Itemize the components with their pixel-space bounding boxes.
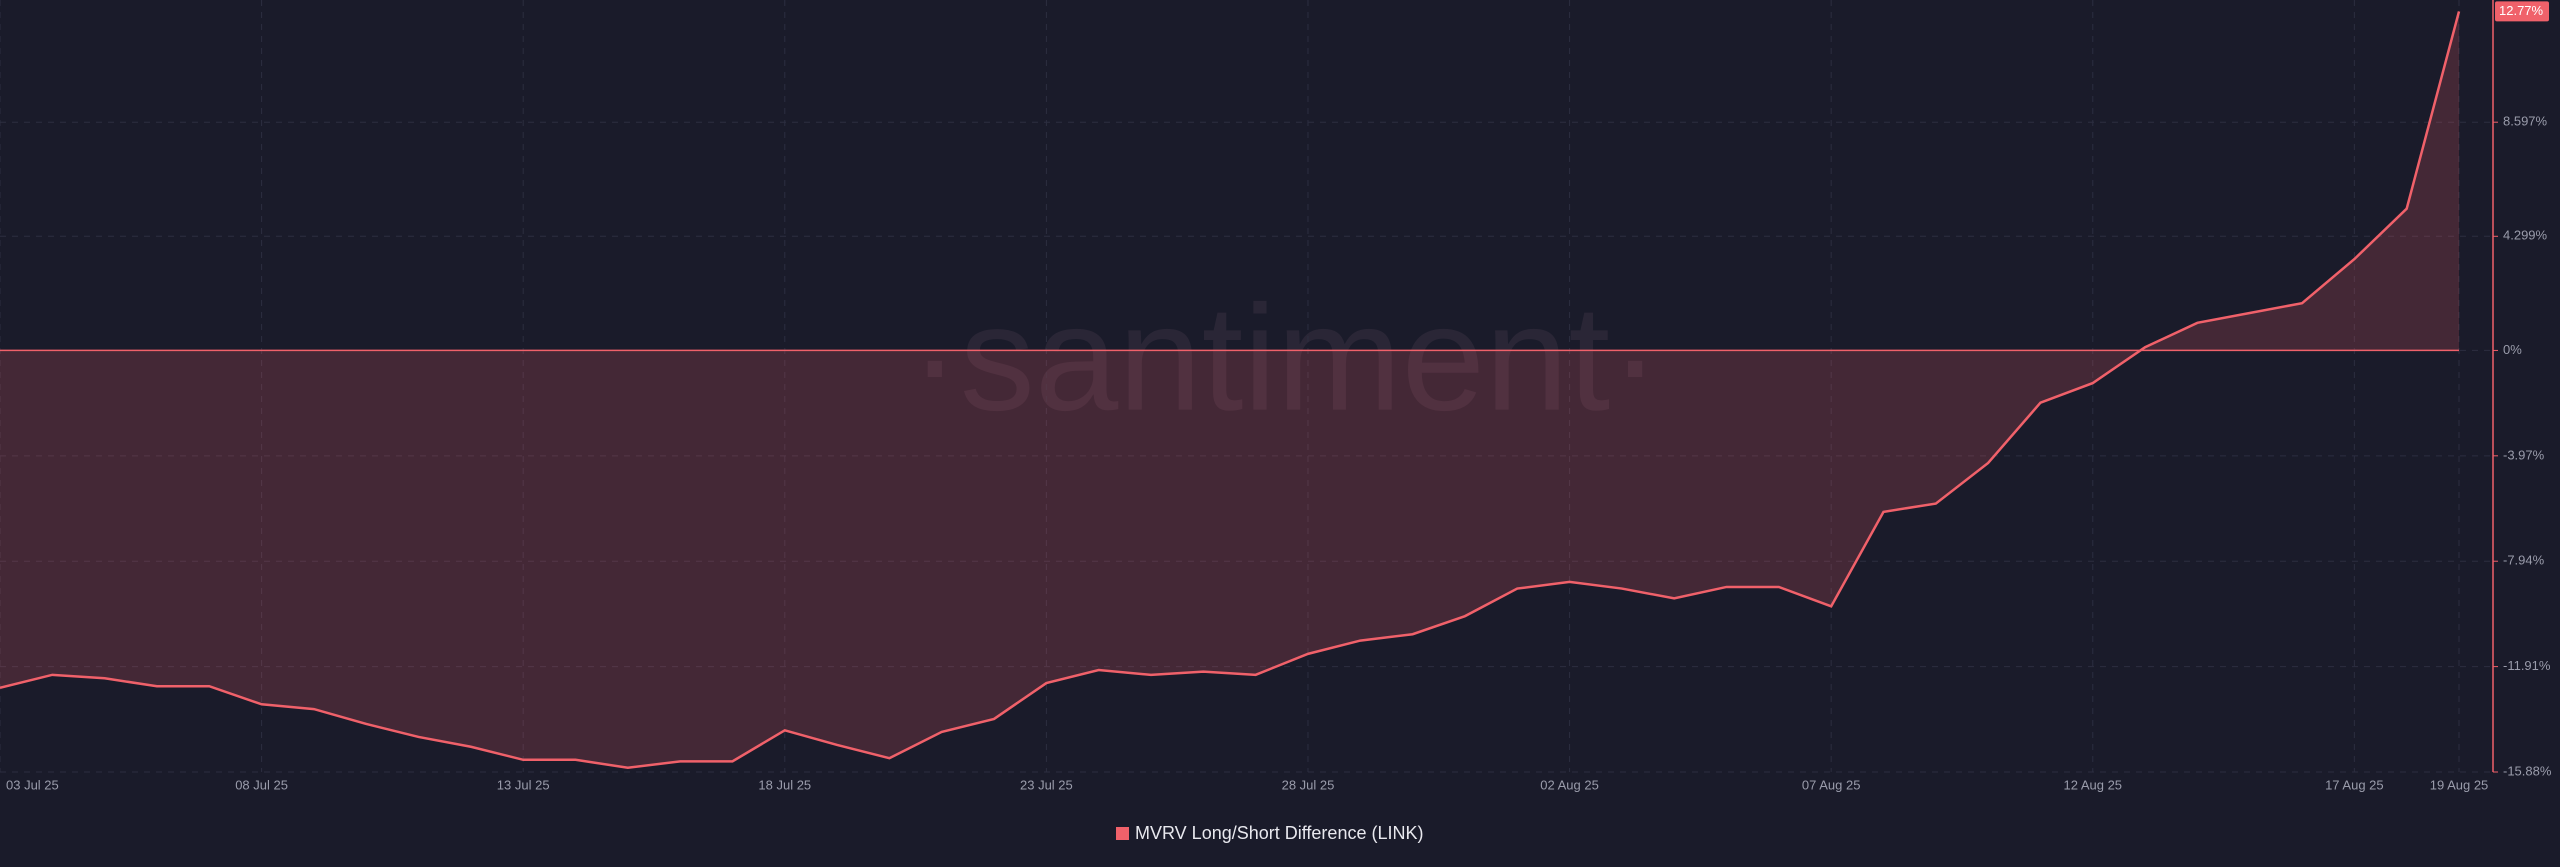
value-label: 12.77% [2499, 3, 2544, 18]
y-tick-label: 4.299% [2503, 228, 2548, 243]
x-tick-label: 19 Aug 25 [2430, 777, 2489, 792]
value-label-box [2495, 1, 2549, 22]
y-tick-label: -7.94% [2503, 553, 2545, 568]
y-tick-label: -3.97% [2503, 447, 2545, 462]
y-tick-label: 0% [2503, 342, 2522, 357]
x-tick-label: 28 Jul 25 [1282, 777, 1335, 792]
x-tick-label: 13 Jul 25 [497, 777, 550, 792]
x-tick-label: 02 Aug 25 [1540, 777, 1599, 792]
legend-label: MVRV Long/Short Difference (LINK) [1135, 823, 1423, 843]
x-tick-label: 07 Aug 25 [1802, 777, 1861, 792]
x-tick-label: 03 Jul 25 [6, 777, 59, 792]
y-tick-label: -11.91% [2503, 658, 2551, 673]
x-tick-label: 18 Jul 25 [758, 777, 811, 792]
area [0, 11, 2459, 768]
legend: MVRV Long/Short Difference (LINK) [1116, 823, 1423, 843]
y-tick-label: 8.597% [2503, 114, 2548, 129]
x-tick-label: 12 Aug 25 [2063, 777, 2122, 792]
watermark: ·santiment· [910, 274, 1660, 442]
y-tick-label: -15.88% [2503, 763, 2552, 778]
x-tick-label: 17 Aug 25 [2325, 777, 2384, 792]
x-tick-label: 23 Jul 25 [1020, 777, 1073, 792]
x-tick-label: 08 Jul 25 [235, 777, 288, 792]
line [0, 11, 2461, 770]
legend-swatch [1116, 827, 1129, 840]
